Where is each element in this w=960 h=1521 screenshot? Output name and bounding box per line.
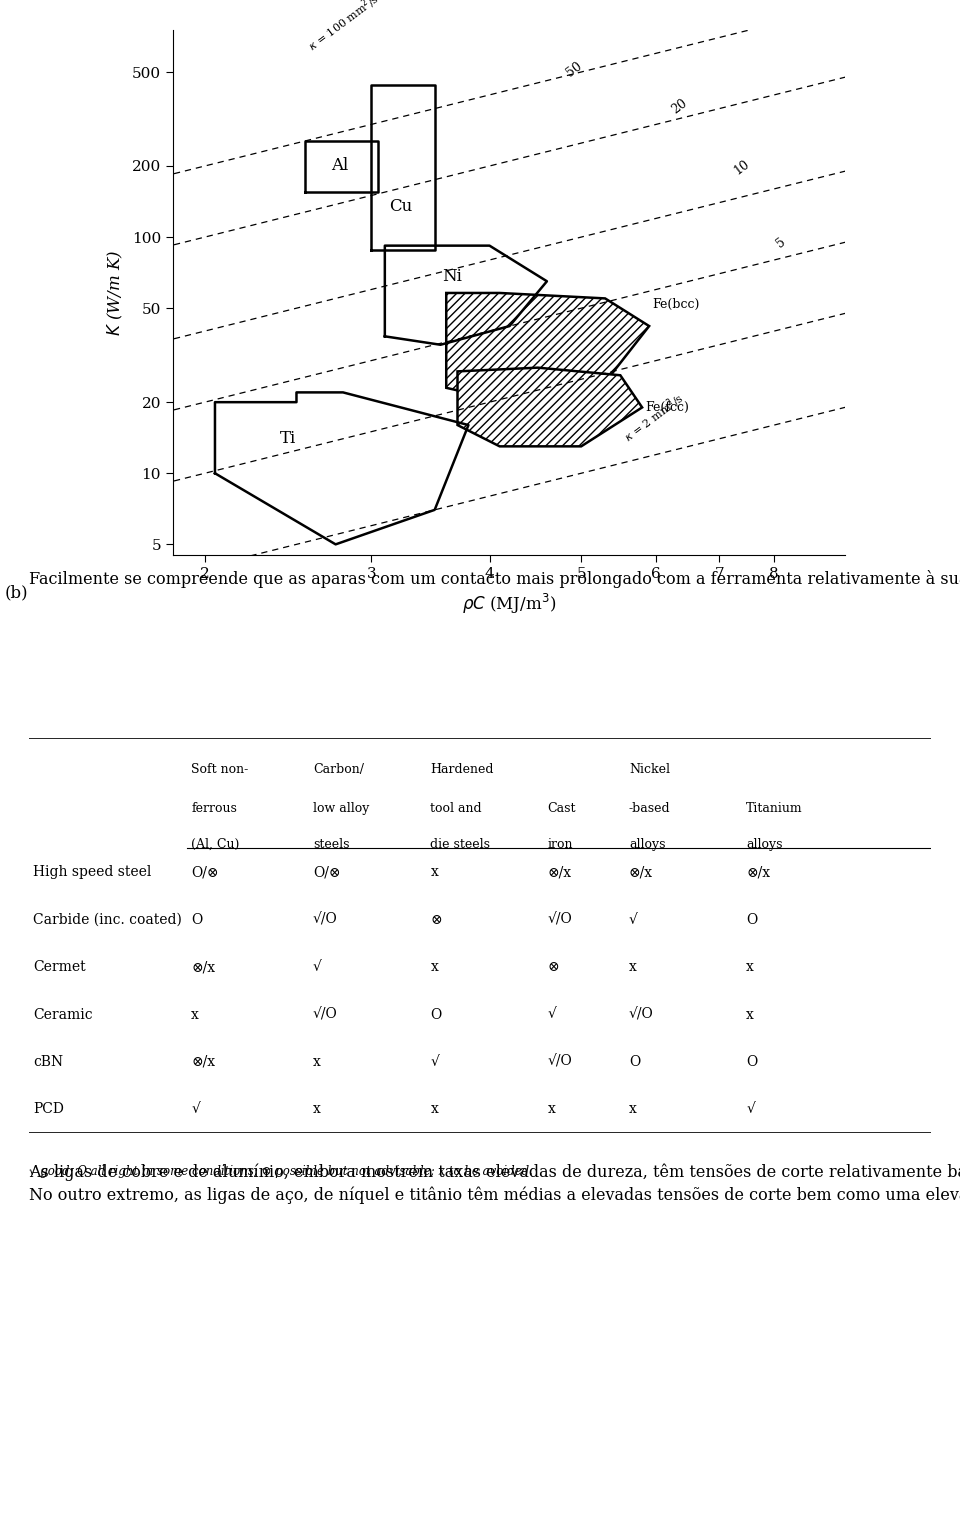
Text: O: O — [746, 1056, 757, 1069]
Text: √/O: √/O — [629, 1007, 654, 1022]
Text: √/O: √/O — [313, 913, 338, 926]
Text: √: √ — [430, 1056, 440, 1069]
Text: High speed steel: High speed steel — [34, 865, 152, 879]
Text: Ceramic: Ceramic — [34, 1007, 93, 1022]
Text: O: O — [430, 1007, 442, 1022]
Text: Cu: Cu — [389, 198, 412, 214]
Text: √/O: √/O — [547, 1056, 572, 1069]
X-axis label: $\rho C$ (MJ/m$^3$): $\rho C$ (MJ/m$^3$) — [462, 592, 556, 616]
Text: √/O: √/O — [547, 913, 572, 926]
Text: O: O — [746, 913, 757, 926]
Text: Soft non-: Soft non- — [191, 764, 249, 776]
Text: x: x — [746, 1007, 755, 1022]
Text: x: x — [313, 1103, 321, 1116]
Text: die steels: die steels — [430, 838, 491, 850]
Text: Ti: Ti — [280, 430, 297, 447]
Text: $\kappa$ = 100 mm$^2$/s: $\kappa$ = 100 mm$^2$/s — [304, 0, 383, 55]
Text: x: x — [547, 1103, 556, 1116]
Text: Hardened: Hardened — [430, 764, 493, 776]
Text: Carbide (inc. coated): Carbide (inc. coated) — [34, 913, 182, 926]
Text: (b): (b) — [5, 584, 29, 601]
Text: iron: iron — [547, 838, 573, 850]
Text: ⊗/x: ⊗/x — [191, 960, 215, 973]
Text: O/⊗: O/⊗ — [191, 865, 219, 879]
Text: Titanium: Titanium — [746, 803, 803, 815]
Text: 10: 10 — [731, 157, 752, 176]
Text: Al: Al — [331, 158, 348, 175]
Text: Facilmente se compreende que as aparas com um contacto mais prolongado com a fer: Facilmente se compreende que as aparas c… — [29, 570, 960, 589]
Text: $\kappa$ = 2 mm$^2$/s: $\kappa$ = 2 mm$^2$/s — [620, 389, 687, 446]
Text: -based: -based — [629, 803, 670, 815]
Text: As ligas de cobre e de alumínio, embora mostrem taxas elevadas de dureza, têm te: As ligas de cobre e de alumínio, embora … — [29, 1164, 960, 1205]
Text: PCD: PCD — [34, 1103, 64, 1116]
Text: alloys: alloys — [746, 838, 782, 850]
Text: cBN: cBN — [34, 1056, 63, 1069]
Text: alloys: alloys — [629, 838, 665, 850]
Text: √: √ — [547, 1007, 557, 1022]
Text: ⊗: ⊗ — [430, 913, 442, 926]
Text: low alloy: low alloy — [313, 803, 370, 815]
Text: Carbon/: Carbon/ — [313, 764, 364, 776]
Text: ⊗/x: ⊗/x — [191, 1056, 215, 1069]
Text: tool and: tool and — [430, 803, 482, 815]
Text: ⊗/x: ⊗/x — [629, 865, 653, 879]
Polygon shape — [446, 294, 649, 402]
Text: ⊗/x: ⊗/x — [547, 865, 572, 879]
Text: x: x — [430, 960, 439, 973]
Text: Fe(bcc): Fe(bcc) — [653, 298, 700, 310]
Text: √: √ — [313, 960, 322, 973]
Text: ferrous: ferrous — [191, 803, 237, 815]
Text: 20: 20 — [669, 96, 690, 116]
Polygon shape — [458, 368, 642, 446]
Text: x: x — [430, 865, 439, 879]
Text: x: x — [629, 960, 636, 973]
Text: steels: steels — [313, 838, 349, 850]
Text: Ni: Ni — [442, 268, 462, 284]
Text: x: x — [629, 1103, 636, 1116]
Text: √: √ — [191, 1103, 200, 1116]
Text: ⊗: ⊗ — [547, 960, 560, 973]
Text: (Al, Cu): (Al, Cu) — [191, 838, 240, 850]
Text: 50: 50 — [564, 59, 585, 79]
Text: √: √ — [746, 1103, 756, 1116]
Text: x: x — [430, 1103, 439, 1116]
Text: Cast: Cast — [547, 803, 576, 815]
Text: Fe(fcc): Fe(fcc) — [646, 402, 689, 414]
Text: x: x — [746, 960, 755, 973]
Text: O: O — [629, 1056, 640, 1069]
Text: 5: 5 — [774, 236, 788, 251]
Text: √: √ — [629, 913, 637, 926]
Text: O: O — [191, 913, 203, 926]
Text: x: x — [313, 1056, 321, 1069]
Text: √/O: √/O — [313, 1007, 338, 1022]
Y-axis label: $K$ (W/m K): $K$ (W/m K) — [106, 249, 125, 336]
Text: Cermet: Cermet — [34, 960, 86, 973]
Text: O/⊗: O/⊗ — [313, 865, 341, 879]
Text: ⊗/x: ⊗/x — [746, 865, 770, 879]
Text: x: x — [191, 1007, 199, 1022]
Text: Nickel: Nickel — [629, 764, 670, 776]
Text: √ good; O all right in some conditions; ⊗ possible but not advisable; x to be av: √ good; O all right in some conditions; … — [29, 1165, 533, 1177]
